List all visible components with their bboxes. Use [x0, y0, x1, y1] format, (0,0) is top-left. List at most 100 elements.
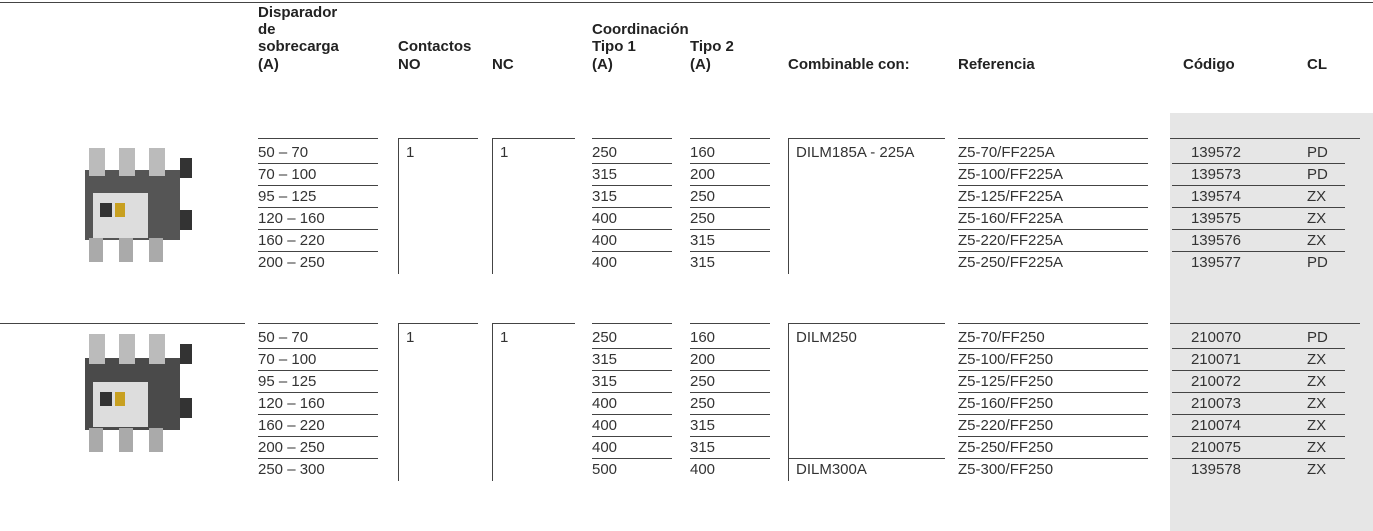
- row-rule: [1172, 163, 1345, 164]
- codigo: 139572: [1190, 144, 1242, 161]
- row-rule: [1172, 348, 1345, 349]
- tipo2: 200: [690, 166, 716, 183]
- tipo2: 315: [690, 417, 716, 434]
- cl: ZX: [1307, 210, 1327, 227]
- row-rule: [258, 163, 378, 164]
- cl: PD: [1307, 329, 1328, 346]
- group-rule: [0, 323, 245, 324]
- tipo2: 250: [690, 210, 716, 227]
- row-rule: [958, 370, 1148, 371]
- cl: ZX: [1307, 417, 1327, 434]
- referencia: Z5-160/FF250: [958, 395, 1054, 412]
- row-rule: [1172, 251, 1345, 252]
- group-rule: [1170, 323, 1360, 324]
- group-rule: [398, 323, 478, 324]
- tipo1: 400: [592, 232, 618, 249]
- tipo2: 315: [690, 254, 716, 271]
- cl: ZX: [1307, 232, 1327, 249]
- row-rule: [690, 185, 770, 186]
- combinable: DILM185A - 225A: [796, 144, 915, 161]
- codigo: 210075: [1190, 439, 1242, 456]
- row-rule: [1172, 414, 1345, 415]
- code-column-shade: [1170, 113, 1373, 531]
- codigo: 139576: [1190, 232, 1242, 249]
- codigo: 210070: [1190, 329, 1242, 346]
- row-rule: [258, 392, 378, 393]
- row-rule: [690, 436, 770, 437]
- codigo: 210073: [1190, 395, 1242, 412]
- header-cell: Código: [1183, 56, 1235, 73]
- cell-rule: [788, 458, 945, 459]
- referencia: Z5-100/FF250: [958, 351, 1054, 368]
- row-rule: [690, 414, 770, 415]
- referencia: Z5-160/FF225A: [958, 210, 1064, 227]
- header-cell: (A): [592, 56, 613, 73]
- tipo1: 250: [592, 329, 618, 346]
- row-rule: [690, 207, 770, 208]
- cell-border: [398, 138, 399, 274]
- product-image: [85, 334, 192, 452]
- cell-border: [788, 323, 789, 459]
- cl: ZX: [1307, 373, 1327, 390]
- referencia: Z5-220/FF225A: [958, 232, 1064, 249]
- group-rule: [398, 138, 478, 139]
- tipo2: 315: [690, 439, 716, 456]
- combinable: DILM300A: [796, 461, 867, 478]
- cl: ZX: [1307, 188, 1327, 205]
- row-rule: [958, 458, 1148, 459]
- row-rule: [958, 348, 1148, 349]
- row-rule: [592, 229, 672, 230]
- row-rule: [592, 207, 672, 208]
- header-cell: (A): [258, 56, 279, 73]
- group-rule: [258, 138, 378, 139]
- tipo2: 160: [690, 329, 716, 346]
- cell-border: [398, 323, 399, 481]
- group-rule: [788, 323, 945, 324]
- header-cell: de: [258, 21, 276, 38]
- tipo1: 400: [592, 439, 618, 456]
- header-cell: Referencia: [958, 56, 1035, 73]
- header-cell: Coordinación: [592, 21, 689, 38]
- row-rule: [592, 370, 672, 371]
- range: 95 – 125: [258, 188, 317, 205]
- row-rule: [592, 414, 672, 415]
- product-image: [85, 148, 192, 262]
- tipo1: 315: [592, 166, 618, 183]
- group-rule: [788, 138, 945, 139]
- codigo: 139574: [1190, 188, 1242, 205]
- top-rule: [0, 2, 1373, 3]
- row-rule: [592, 163, 672, 164]
- row-rule: [1172, 436, 1345, 437]
- row-rule: [958, 229, 1148, 230]
- codigo: 139575: [1190, 210, 1242, 227]
- range: 200 – 250: [258, 439, 325, 456]
- row-rule: [690, 229, 770, 230]
- row-rule: [258, 229, 378, 230]
- cl: ZX: [1307, 351, 1327, 368]
- tipo2: 160: [690, 144, 716, 161]
- group-rule: [958, 323, 1148, 324]
- cell-border: [788, 458, 789, 481]
- cell-border: [492, 138, 493, 274]
- group-rule: [492, 138, 575, 139]
- range: 70 – 100: [258, 166, 317, 183]
- row-rule: [258, 251, 378, 252]
- referencia: Z5-250/FF225A: [958, 254, 1064, 271]
- tipo1: 400: [592, 210, 618, 227]
- group-rule: [592, 138, 672, 139]
- cell-border: [788, 138, 789, 274]
- contacts-no: 1: [406, 144, 415, 161]
- tipo2: 250: [690, 188, 716, 205]
- header-cell: Tipo 1: [592, 38, 636, 55]
- tipo1: 400: [592, 395, 618, 412]
- row-rule: [592, 436, 672, 437]
- cl: ZX: [1307, 461, 1327, 478]
- tipo1: 315: [592, 351, 618, 368]
- row-rule: [690, 348, 770, 349]
- group-rule: [958, 138, 1148, 139]
- row-rule: [592, 458, 672, 459]
- referencia: Z5-125/FF225A: [958, 188, 1064, 205]
- group-rule: [492, 323, 575, 324]
- row-rule: [592, 348, 672, 349]
- row-rule: [258, 207, 378, 208]
